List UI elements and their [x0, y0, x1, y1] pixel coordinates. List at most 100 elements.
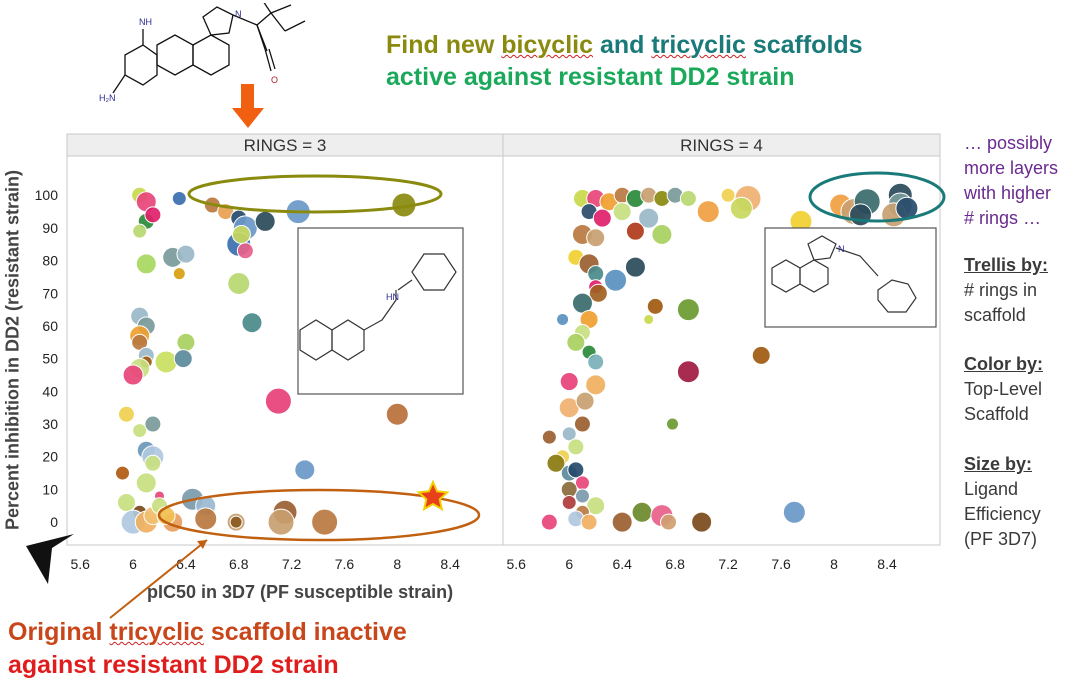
data-point: [135, 472, 157, 494]
data-point: [586, 228, 606, 248]
data-point: [144, 206, 162, 224]
data-point: [751, 345, 771, 365]
data-point: [574, 475, 590, 491]
data-point: [586, 496, 606, 516]
data-point: [556, 312, 570, 326]
x-tick-label: 6.4: [612, 556, 632, 572]
data-point: [171, 190, 187, 206]
caption-arrowhead: [197, 540, 207, 549]
x-tick-label: 8: [393, 556, 401, 572]
inset-bond: [363, 290, 397, 331]
data-point: [561, 495, 577, 511]
data-point: [646, 297, 664, 315]
data-point: [311, 508, 339, 536]
panel-title: RINGS = 4: [680, 136, 763, 155]
side-note-color: Color by: Top-Level Scaffold: [964, 354, 1043, 424]
caption-arrow: [109, 539, 208, 619]
data-point: [114, 465, 130, 481]
data-point: [566, 332, 586, 352]
data-point: [241, 312, 263, 334]
y-tick-label: 60: [42, 318, 58, 334]
data-point: [154, 350, 178, 374]
data-point: [229, 515, 243, 529]
data-point: [117, 405, 135, 423]
data-point: [236, 242, 254, 260]
y-tick-label: 70: [42, 285, 58, 301]
side-note-more-layers: … possibly more layers with higher # rin…: [964, 133, 1059, 228]
data-point: [173, 349, 193, 369]
lead-compound-structure: NH H₂N N O: [99, 3, 306, 103]
data-point: [294, 459, 316, 481]
y-tick-label: 40: [42, 383, 58, 399]
data-point: [135, 253, 157, 275]
data-point: [660, 513, 678, 531]
x-axis-label: pIC50 in 3D7 (PF susceptible strain): [147, 582, 454, 602]
data-point: [254, 210, 276, 232]
data-point: [612, 202, 632, 222]
data-point: [574, 488, 590, 504]
x-tick-label: 7.2: [282, 556, 302, 572]
y-tick-label: 10: [42, 481, 58, 497]
x-tick-label: 7.2: [718, 556, 738, 572]
data-point: [611, 511, 633, 533]
data-point: [625, 221, 645, 241]
x-tick-label: 6: [565, 556, 573, 572]
cursor-arrow-icon: [26, 534, 74, 584]
x-tick-label: 6.4: [176, 556, 196, 572]
x-tick-label: 8.4: [440, 556, 460, 572]
inset-ring: [807, 235, 837, 261]
star-marker-icon: [416, 479, 450, 512]
data-point: [575, 391, 595, 411]
data-point: [540, 513, 558, 531]
y-axis-label: Percent inhibition in DD2 (resistant str…: [2, 169, 23, 531]
data-point: [267, 508, 295, 536]
data-point: [573, 415, 591, 433]
data-point: [592, 208, 612, 228]
data-point: [580, 513, 598, 531]
x-tick-label: 7.6: [335, 556, 355, 572]
data-point: [144, 415, 162, 433]
x-tick-label: 5.6: [70, 556, 90, 572]
headline-line-2: active against resistant DD2 strain: [386, 63, 795, 91]
data-point: [132, 423, 148, 439]
data-point: [585, 374, 607, 396]
data-point: [144, 454, 162, 472]
data-point: [624, 256, 646, 278]
y-tick-label: 80: [42, 253, 58, 269]
x-tick-label: 6.8: [229, 556, 249, 572]
data-point: [676, 360, 700, 384]
y-tick-label: 0: [50, 514, 58, 530]
data-point: [631, 501, 653, 523]
data-point: [782, 500, 806, 524]
inset-ring: [877, 279, 917, 313]
data-point: [643, 313, 655, 325]
data-point: [116, 493, 136, 513]
data-point: [132, 223, 148, 239]
data-point: [666, 417, 680, 431]
inset-bond: [835, 247, 879, 277]
data-point: [231, 224, 251, 244]
data-point: [676, 298, 700, 322]
highlight-ellipse-bottom: [157, 488, 481, 542]
caption-line-2: against resistant DD2 strain: [8, 651, 339, 679]
inset-atom-label: HN: [386, 292, 399, 302]
data-point: [264, 387, 292, 415]
caption-line-1: Original tricyclic scaffold inactive: [8, 618, 407, 646]
down-arrow-icon: [232, 84, 264, 128]
inset-atom-label: N: [838, 244, 845, 254]
inset-ring: [411, 253, 457, 291]
y-tick-label: 50: [42, 351, 58, 367]
data-point: [604, 268, 628, 292]
y-tick-label: 100: [35, 187, 59, 203]
data-point: [541, 429, 557, 445]
data-point: [587, 353, 605, 371]
svg-text:NH: NH: [139, 17, 152, 27]
data-point: [546, 453, 566, 473]
data-point: [176, 244, 196, 264]
data-point: [567, 438, 585, 456]
side-note-size: Size by: Ligand Efficiency (PF 3D7): [964, 454, 1041, 549]
x-tick-label: 7.6: [771, 556, 791, 572]
y-tick-label: 90: [42, 220, 58, 236]
svg-text:H₂N: H₂N: [99, 93, 116, 103]
